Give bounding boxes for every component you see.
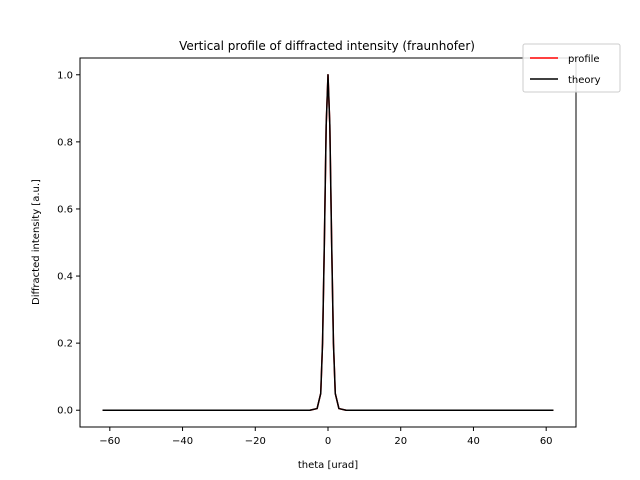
x-tick-label: 0 bbox=[325, 436, 331, 447]
y-tick-label: 1.0 bbox=[57, 70, 73, 81]
legend-label-theory: theory bbox=[568, 75, 601, 86]
y-tick-label: 0.4 bbox=[57, 272, 73, 283]
y-tick-label: 0.8 bbox=[57, 137, 73, 148]
x-tick-label: −60 bbox=[99, 436, 120, 447]
chart-title: Vertical profile of diffracted intensity… bbox=[179, 39, 475, 53]
x-tick-label: 40 bbox=[467, 436, 480, 447]
y-axis-ticks: 0.0 0.2 0.4 0.6 0.8 1.0 bbox=[57, 70, 80, 417]
plot-layer bbox=[102, 74, 554, 411]
x-axis-ticks: −60 −40 −20 0 20 40 60 bbox=[99, 427, 553, 447]
x-axis-label: theta [urad] bbox=[298, 460, 358, 471]
legend-box bbox=[522, 43, 621, 93]
x-tick-label: −20 bbox=[245, 436, 266, 447]
legend-label-profile: profile bbox=[568, 54, 600, 65]
y-tick-label: 0.6 bbox=[57, 204, 73, 215]
x-tick-label: 60 bbox=[540, 436, 553, 447]
x-tick-label: −40 bbox=[172, 436, 193, 447]
y-tick-label: 0.2 bbox=[57, 339, 73, 350]
series-line-theory bbox=[102, 74, 554, 411]
y-tick-label: 0.0 bbox=[57, 406, 73, 417]
legend: profile theory bbox=[522, 43, 621, 93]
x-tick-label: 20 bbox=[394, 436, 407, 447]
y-axis-label: Diffracted intensity [a.u.] bbox=[31, 179, 42, 305]
